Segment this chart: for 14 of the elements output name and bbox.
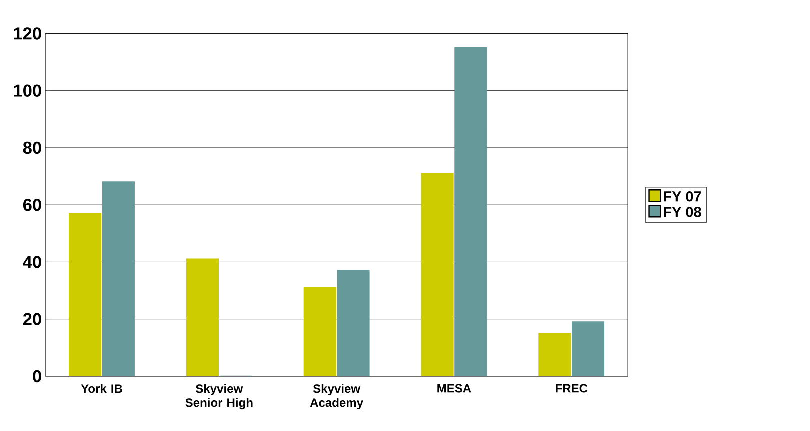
legend-label: FY 08 bbox=[664, 207, 702, 218]
y-tick-label: 20 bbox=[23, 313, 42, 326]
x-tick-label: FREC bbox=[556, 384, 588, 393]
y-tick-label: 80 bbox=[23, 142, 42, 154]
y-tick-label: 0 bbox=[33, 370, 42, 383]
x-tick-label: York IB bbox=[81, 384, 122, 394]
y-tick-label: 40 bbox=[23, 256, 42, 269]
x-tick-label: MESA bbox=[438, 384, 472, 393]
x-tick-label: Skyview Academy bbox=[310, 384, 364, 410]
legend-label: FY 07 bbox=[664, 192, 702, 202]
x-tick-label: Skyview Senior High bbox=[186, 384, 253, 410]
y-tick-label: 100 bbox=[14, 84, 42, 98]
y-tick-label: 60 bbox=[23, 199, 42, 212]
y-tick-label: 120 bbox=[14, 28, 42, 40]
